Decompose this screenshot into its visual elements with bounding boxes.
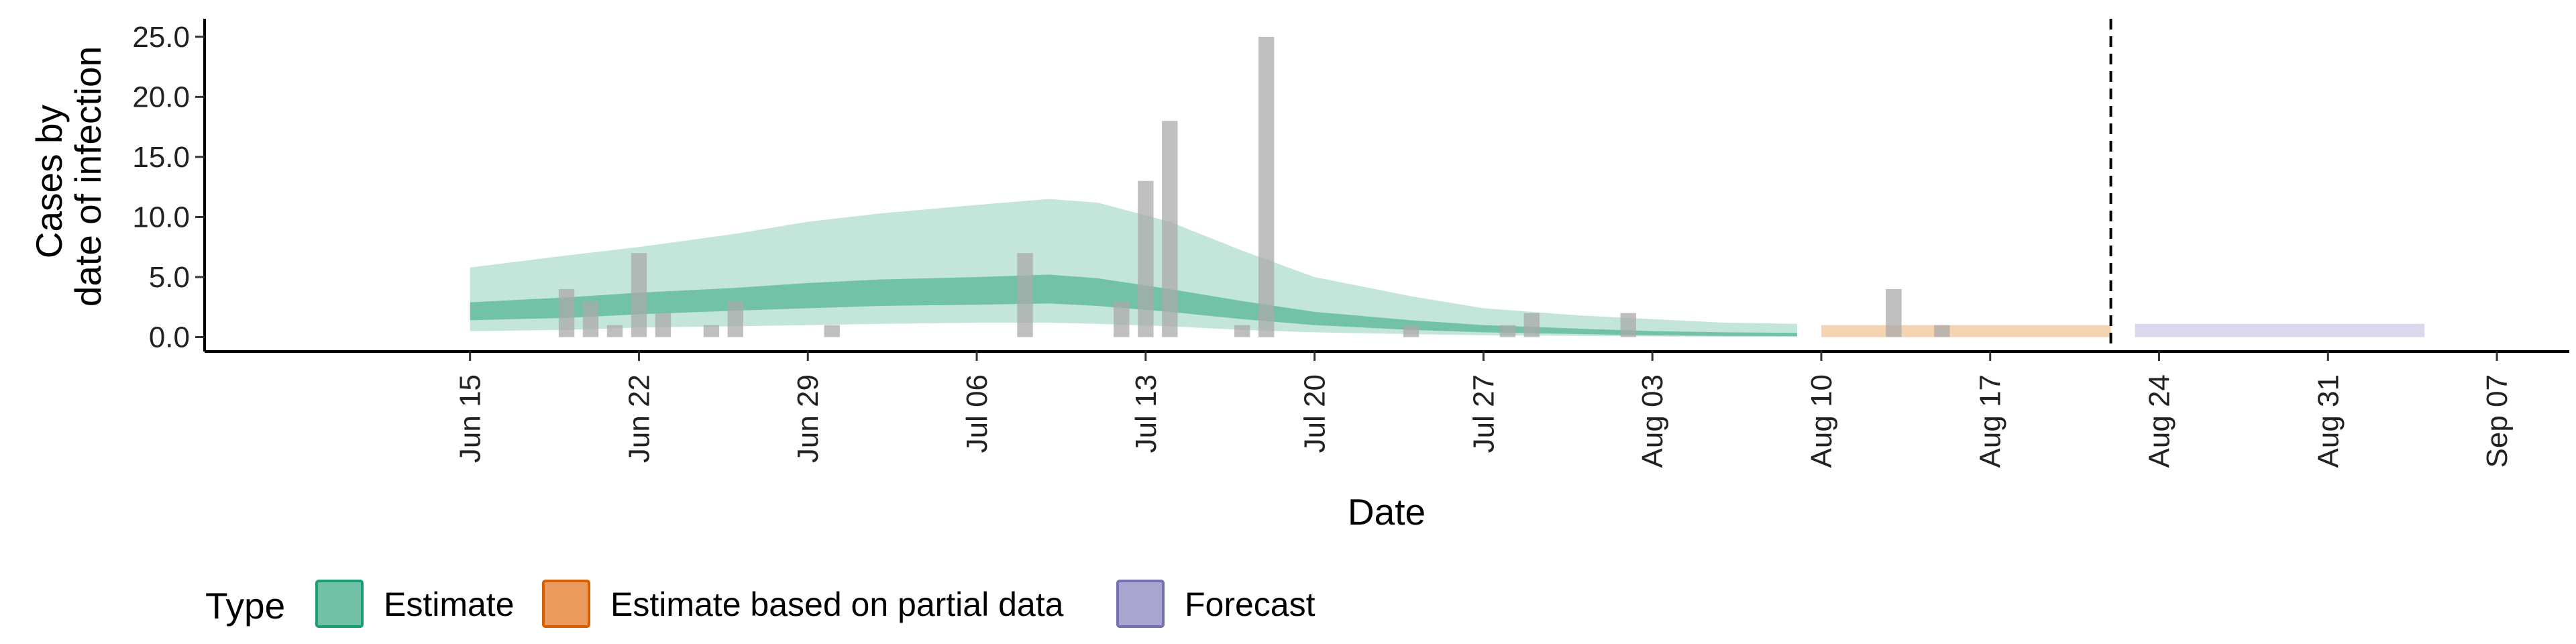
bar-5 [703, 325, 720, 337]
bar-17 [1620, 313, 1636, 337]
forecast-band [2135, 323, 2425, 337]
y-tick-label-0: 0.0 [149, 321, 190, 354]
bar-8 [1017, 253, 1033, 337]
ticks: 0.0 5.0 10.0 15.0 20.0 25.0 Jun 15 Jun 22 Jun 29… [132, 21, 2514, 468]
x-tick-label-1: Jun 22 [623, 374, 655, 463]
bar-6 [727, 301, 743, 337]
x-tick-label-3: Jul 06 [961, 374, 994, 453]
x-tick-label-6: Jul 27 [1467, 374, 1500, 453]
x-tick-label-2: Jun 29 [792, 374, 824, 463]
bar-3 [631, 253, 647, 337]
bar-4 [655, 313, 672, 337]
x-tick-label-7: Aug 03 [1636, 374, 1669, 468]
x-tick-label-11: Aug 31 [2312, 374, 2345, 468]
bar-0 [558, 288, 575, 337]
legend-swatch-partial-border [542, 580, 590, 628]
y-tick-label-5: 25.0 [132, 21, 190, 54]
y-axis-title-line-1: Cases by [28, 105, 70, 259]
bar-9 [1114, 301, 1130, 337]
y-tick-label-4: 20.0 [132, 80, 190, 113]
bar-19 [1934, 325, 1950, 337]
y-tick-label-1: 5.0 [149, 261, 190, 294]
bar-11 [1162, 121, 1178, 337]
estimate-inner-band [470, 274, 1798, 337]
legend-swatch-estimate-border [315, 580, 364, 628]
bar-12 [1234, 325, 1250, 337]
bar-14 [1403, 325, 1419, 337]
bar-7 [824, 325, 840, 337]
partial-band [1821, 325, 2111, 337]
bar-16 [1523, 313, 1540, 337]
bar-1 [582, 301, 599, 337]
bar-18 [1886, 288, 1902, 337]
legend: Type Estimate Estimate based on partial … [205, 580, 1316, 628]
legend-title: Type [205, 585, 285, 627]
y-tick-label-2: 10.0 [132, 201, 190, 233]
bar-15 [1499, 325, 1516, 337]
bar-10 [1138, 180, 1154, 337]
x-tick-label-0: Jun 15 [454, 374, 487, 463]
x-tick-label-5: Jul 20 [1299, 374, 1332, 453]
legend-swatch-forecast-border [1116, 580, 1165, 628]
legend-label-partial: Estimate based on partial data [610, 586, 1064, 623]
legend-swatch-partial [543, 581, 589, 627]
bar-13 [1258, 36, 1275, 337]
y-axis-title-line-2: date of infection [67, 46, 109, 307]
legend-swatch-forecast [1118, 581, 1163, 627]
x-tick-label-10: Aug 24 [2143, 374, 2176, 468]
y-axis-title: Cases by date of infection [28, 46, 109, 307]
legend-label-forecast: Forecast [1185, 586, 1316, 623]
axes [203, 19, 2569, 353]
y-tick-label-3: 15.0 [132, 141, 190, 174]
x-axis-title: Date [1348, 491, 1426, 533]
bar-2 [606, 325, 623, 337]
x-tick-label-8: Aug 10 [1805, 374, 1838, 468]
x-tick-label-12: Sep 07 [2481, 374, 2514, 468]
x-tick-label-9: Aug 17 [1974, 374, 2007, 468]
plot-area [470, 19, 2425, 352]
legend-swatch-estimate [317, 581, 362, 627]
legend-label-estimate: Estimate [384, 586, 515, 623]
x-tick-label-4: Jul 13 [1130, 374, 1163, 453]
